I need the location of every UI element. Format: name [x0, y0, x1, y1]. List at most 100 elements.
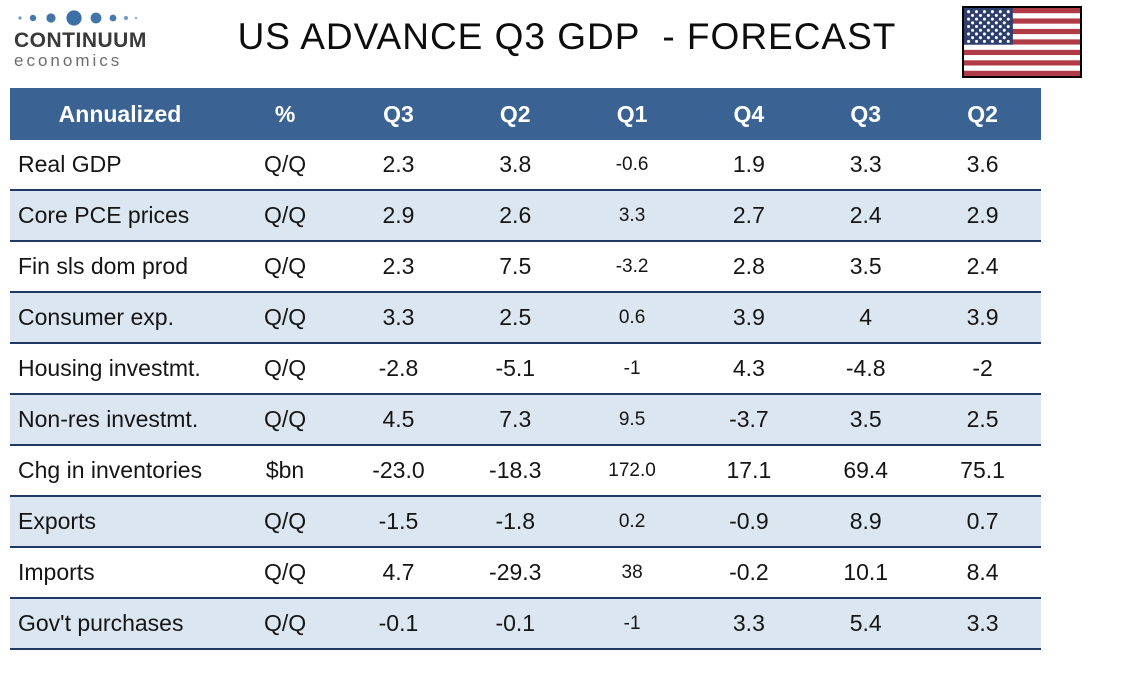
cell-value: -0.6 [573, 140, 691, 191]
cell-value: 69.4 [807, 445, 925, 497]
row-label: Housing investmt. [10, 343, 231, 395]
cell-value: 3.3 [340, 292, 457, 344]
cell-value: -29.3 [456, 547, 574, 599]
cell-value: -5.1 [456, 343, 574, 395]
cell-value: -23.0 [340, 445, 457, 497]
column-header-q2: Q2 [456, 88, 574, 140]
cell-value: -1 [573, 343, 691, 395]
cell-value: -0.1 [340, 598, 457, 650]
cell-value: -4.8 [807, 343, 925, 395]
cell-value: -0.2 [690, 547, 808, 599]
continuum-logo: CONTINUUM economics [14, 8, 194, 71]
cell-value: 2.9 [340, 190, 457, 242]
cell-value: 2.3 [340, 241, 457, 293]
table-row: Consumer exp. Q/Q 3.3 2.5 0.6 3.9 4 3.9 [10, 292, 1041, 344]
cell-value: 3.5 [807, 394, 925, 446]
cell-value: 3.3 [807, 140, 925, 191]
cell-value: 0.2 [573, 496, 691, 548]
cell-value: 9.5 [573, 394, 691, 446]
row-label: Consumer exp. [10, 292, 231, 344]
table-header-row: Annualized% Q3 Q2 Q1 Q4 Q3 Q2 [10, 88, 1041, 140]
cell-value: -3.2 [573, 241, 691, 293]
cell-value: 3.6 [924, 140, 1041, 191]
column-header-: % [230, 88, 341, 140]
cell-value: 1.9 [690, 140, 808, 191]
cell-value: -3.7 [690, 394, 808, 446]
row-unit: Q/Q [230, 343, 341, 395]
row-label: Exports [10, 496, 231, 548]
cell-value: 172.0 [573, 445, 691, 497]
table-row: Housing investmt. Q/Q -2.8 -5.1 -1 4.3 -4.8 -2 [10, 343, 1041, 395]
cell-value: 3.5 [807, 241, 925, 293]
table-row: Real GDP Q/Q 2.3 3.8 -0.6 1.9 3.3 3.6 [10, 140, 1041, 191]
row-unit: Q/Q [230, 190, 341, 242]
cell-value: 4.3 [690, 343, 808, 395]
cell-value: 3.3 [924, 598, 1041, 650]
row-label: Chg in inventories [10, 445, 231, 497]
row-label: Fin sls dom prod [10, 241, 231, 293]
us-flag-icon [962, 6, 1082, 78]
cell-value: -18.3 [456, 445, 574, 497]
cell-value: 2.6 [456, 190, 574, 242]
cell-value: 10.1 [807, 547, 925, 599]
cell-value: 3.9 [690, 292, 808, 344]
row-unit: Q/Q [230, 394, 341, 446]
cell-value: 0.6 [573, 292, 691, 344]
column-header-q4: Q4 [690, 88, 808, 140]
cell-value: 2.4 [807, 190, 925, 242]
cell-value: 2.9 [924, 190, 1041, 242]
cell-value: 8.9 [807, 496, 925, 548]
cell-value: -1.5 [340, 496, 457, 548]
table-row: Non-res investmt. Q/Q 4.5 7.3 9.5 -3.7 3.5 2.5 [10, 394, 1041, 446]
table-row: Chg in inventories $bn -23.0 -18.3 172.0 17.1… [10, 445, 1041, 497]
row-label: Real GDP [10, 140, 231, 191]
logo-dots-icon [18, 10, 138, 26]
cell-value: 38 [573, 547, 691, 599]
row-label: Gov't purchases [10, 598, 231, 650]
cell-value: 4 [807, 292, 925, 344]
cell-value: 7.3 [456, 394, 574, 446]
column-header-q2: Q2 [924, 88, 1041, 140]
cell-value: 2.4 [924, 241, 1041, 293]
cell-value: -0.9 [690, 496, 808, 548]
table-row: Gov't purchases Q/Q -0.1 -0.1 -1 3.3 5.4 3.3 [10, 598, 1041, 650]
cell-value: -2.8 [340, 343, 457, 395]
row-unit: Q/Q [230, 241, 341, 293]
cell-value: -1.8 [456, 496, 574, 548]
cell-value: 8.4 [924, 547, 1041, 599]
cell-value: 5.4 [807, 598, 925, 650]
gdp-forecast-table: Annualized% Q3 Q2 Q1 Q4 Q3 Q2 Real GDP Q/Q 2.3 3.… [10, 88, 1041, 650]
cell-value: 0.7 [924, 496, 1041, 548]
row-unit: Q/Q [230, 496, 341, 548]
cell-value: 4.5 [340, 394, 457, 446]
table-row: Fin sls dom prod Q/Q 2.3 7.5 -3.2 2.8 3.5 2.4 [10, 241, 1041, 293]
table-row: Imports Q/Q 4.7 -29.3 38 -0.2 10.1 8.4 [10, 547, 1041, 599]
cell-value: 17.1 [690, 445, 808, 497]
cell-value: 2.7 [690, 190, 808, 242]
table-row: Core PCE prices Q/Q 2.9 2.6 3.3 2.7 2.4 2.9 [10, 190, 1041, 242]
row-unit: Q/Q [230, 292, 341, 344]
logo-brand-text: CONTINUUM [14, 29, 147, 52]
column-header-annualized: Annualized [10, 88, 231, 140]
cell-value: -2 [924, 343, 1041, 395]
row-unit: Q/Q [230, 547, 341, 599]
row-unit: Q/Q [230, 598, 341, 650]
cell-value: 75.1 [924, 445, 1041, 497]
column-header-q1: Q1 [573, 88, 691, 140]
cell-value: 7.5 [456, 241, 574, 293]
cell-value: 2.5 [456, 292, 574, 344]
row-unit: Q/Q [230, 140, 341, 191]
cell-value: 4.7 [340, 547, 457, 599]
cell-value: 2.8 [690, 241, 808, 293]
column-header-q3: Q3 [340, 88, 457, 140]
cell-value: 2.5 [924, 394, 1041, 446]
cell-value: 2.3 [340, 140, 457, 191]
table-row: Exports Q/Q -1.5 -1.8 0.2 -0.9 8.9 0.7 [10, 496, 1041, 548]
row-label: Non-res investmt. [10, 394, 231, 446]
row-label: Core PCE prices [10, 190, 231, 242]
cell-value: 3.3 [573, 190, 691, 242]
cell-value: -0.1 [456, 598, 574, 650]
column-header-q3: Q3 [807, 88, 925, 140]
cell-value: 3.8 [456, 140, 574, 191]
